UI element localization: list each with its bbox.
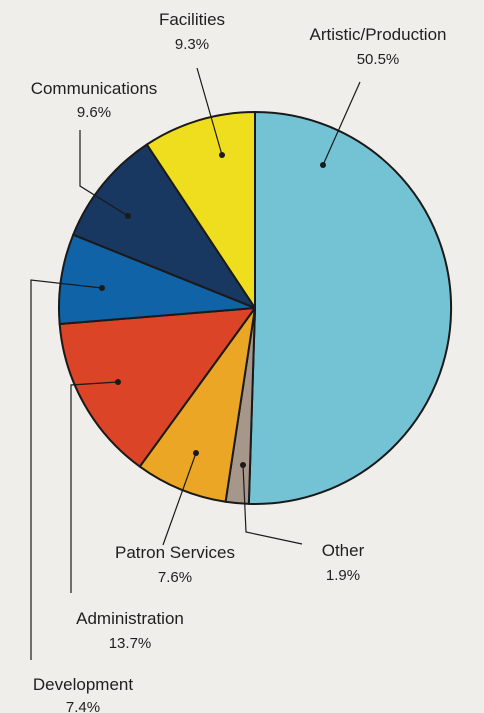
leader-dot-artistic-production xyxy=(320,162,326,168)
pie-slices xyxy=(58,111,453,505)
slice-artistic-production xyxy=(247,111,453,505)
leader-dot-patron-services xyxy=(193,450,199,456)
slice-label-other: Other xyxy=(322,541,365,560)
slice-percent-administration: 13.7% xyxy=(109,635,152,652)
slice-label-artistic-production: Artistic/Production xyxy=(310,25,447,44)
leader-line-other xyxy=(242,464,303,545)
slice-percent-development: 7.4% xyxy=(66,699,100,713)
slice-label-development: Development xyxy=(33,675,133,694)
slice-patron-services xyxy=(138,307,256,503)
slice-label-administration: Administration xyxy=(76,609,184,628)
leader-line-patron-services xyxy=(162,452,197,546)
leader-dot-administration xyxy=(115,379,121,385)
slice-label-communications: Communications xyxy=(31,79,158,98)
slice-percent-other: 1.9% xyxy=(326,567,360,584)
slice-percent-artistic-production: 50.5% xyxy=(357,51,400,68)
slice-facilities xyxy=(145,111,256,309)
leader-dot-communications xyxy=(125,213,131,219)
slice-communications xyxy=(72,143,256,309)
leader-dot-other xyxy=(240,462,246,468)
slice-label-facilities: Facilities xyxy=(159,10,225,29)
slice-labels: Artistic/Production 50.5% Other 1.9% Patron … xyxy=(31,10,447,713)
leader-line-artistic-production xyxy=(322,81,361,166)
slice-percent-patron-services: 7.6% xyxy=(158,569,192,586)
leader-line-development xyxy=(30,279,103,660)
slice-administration xyxy=(58,307,256,468)
leader-lines xyxy=(30,67,361,660)
slice-label-patron-services: Patron Services xyxy=(115,543,235,562)
leader-dot-development xyxy=(99,285,105,291)
slice-percent-communications: 9.6% xyxy=(77,104,111,121)
slice-percent-facilities: 9.3% xyxy=(175,36,209,53)
leader-dot-facilities xyxy=(219,152,225,158)
leader-line-communications xyxy=(79,130,129,217)
leader-line-administration xyxy=(70,381,119,593)
leader-line-facilities xyxy=(196,67,223,156)
